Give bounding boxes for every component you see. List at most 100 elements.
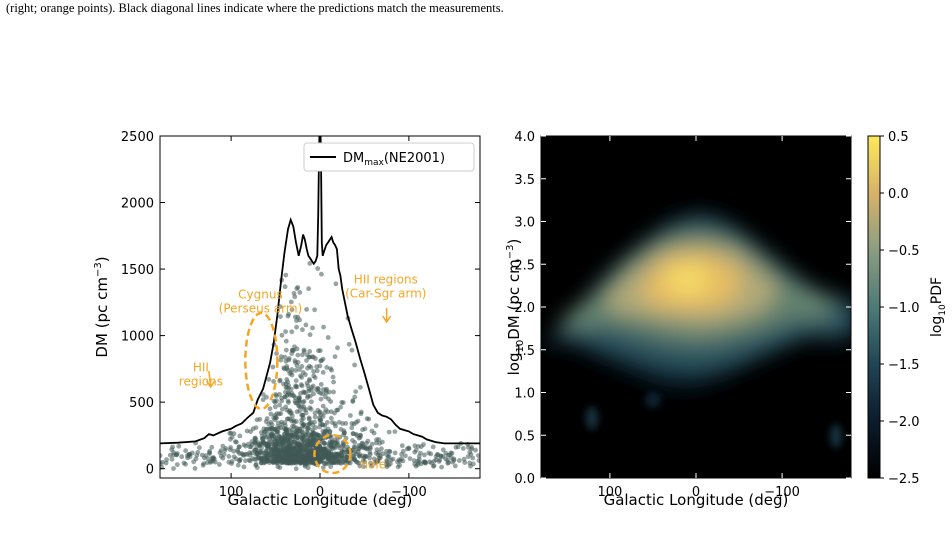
scatter-point — [209, 455, 215, 461]
scatter-point — [273, 392, 278, 397]
right-y-tick-label: 1.0 — [514, 387, 535, 402]
scatter-point — [328, 464, 334, 469]
scatter-point — [374, 437, 379, 443]
scatter-point — [283, 436, 289, 441]
scatter-point — [335, 407, 341, 413]
scatter-point — [287, 416, 293, 422]
scatter-point — [267, 406, 273, 412]
scatter-point — [325, 451, 331, 456]
scatter-point — [400, 448, 406, 454]
scatter-point — [279, 445, 285, 450]
scatter-point — [289, 329, 295, 335]
scatter-point — [473, 447, 478, 453]
scatter-point — [476, 453, 480, 458]
scatter-point — [295, 449, 301, 454]
scatter-point — [301, 399, 307, 404]
scatter-point — [236, 444, 242, 450]
scatter-point — [202, 455, 207, 461]
scatter-point — [329, 367, 334, 373]
scatter-point — [397, 458, 403, 464]
scatter-point — [231, 454, 237, 460]
scatter-point — [272, 451, 278, 457]
scatter-point — [328, 443, 334, 449]
scatter-point — [293, 378, 299, 384]
scatter-point — [286, 357, 292, 363]
scatter-point — [254, 465, 260, 470]
scatter-point — [386, 429, 392, 435]
right-y-tick-label: 3.5 — [514, 173, 535, 188]
scatter-point — [313, 356, 318, 361]
scatter-point — [268, 419, 274, 425]
scatter-point — [341, 430, 347, 436]
scatter-point — [351, 431, 356, 437]
scatter-point — [315, 433, 321, 439]
scatter-point — [328, 415, 334, 421]
scatter-point — [272, 447, 277, 453]
scatter-point — [372, 460, 378, 466]
scatter-point — [293, 400, 299, 406]
region-annotation: hole — [360, 458, 386, 472]
scatter-point — [160, 459, 165, 465]
scatter-point — [386, 453, 392, 459]
scatter-point — [362, 459, 368, 465]
left-y-tick-label: 2500 — [121, 130, 154, 145]
scatter-point — [289, 351, 295, 356]
scatter-point — [426, 450, 432, 456]
right-x-axis-label: Galactic Longitude (deg) — [604, 491, 789, 509]
scatter-point — [380, 451, 386, 457]
scatter-point — [275, 424, 281, 430]
scatter-point — [330, 374, 336, 380]
scatter-point — [263, 459, 269, 465]
scatter-point — [320, 465, 326, 470]
scatter-point — [275, 464, 281, 469]
scatter-point — [460, 446, 466, 451]
scatter-point — [282, 394, 288, 400]
legend: DMmax(NE2001) — [303, 142, 475, 172]
scatter-point — [226, 459, 232, 465]
scatter-point — [452, 463, 458, 469]
scatter-point — [254, 417, 260, 423]
scatter-point — [243, 458, 248, 464]
region-annotation: HII regions — [179, 361, 223, 389]
scatter-point — [348, 413, 353, 418]
scatter-point — [303, 390, 308, 396]
scatter-point — [330, 460, 336, 465]
scatter-point — [179, 454, 185, 460]
scatter-point — [350, 399, 356, 404]
scatter-point — [310, 325, 315, 331]
scatter-point — [306, 425, 311, 431]
scatter-point — [171, 466, 176, 471]
scatter-point — [315, 266, 321, 271]
scatter-point — [221, 452, 227, 457]
scatter-point — [415, 458, 421, 464]
scatter-point — [244, 428, 250, 434]
scatter-point — [289, 307, 295, 313]
scatter-point — [169, 447, 175, 452]
scatter-point — [300, 370, 306, 375]
scatter-point — [276, 457, 281, 463]
scatter-point — [262, 429, 268, 435]
colorbar-label-pre: log — [929, 316, 945, 337]
scatter-point — [476, 458, 480, 463]
scatter-point — [290, 445, 296, 451]
scatter-point — [278, 357, 284, 363]
scatter-point — [283, 347, 289, 353]
hole-ellipse — [313, 433, 352, 475]
scatter-point — [272, 438, 278, 444]
region-annotation: HII regions (Car-Sgr arm) — [345, 273, 426, 301]
scatter-point — [299, 364, 305, 369]
scatter-point — [270, 364, 276, 370]
scatter-point — [439, 464, 444, 470]
scatter-point — [324, 365, 330, 370]
scatter-point — [273, 404, 278, 410]
scatter-point — [288, 299, 294, 305]
right-x-tick-label: 0 — [692, 485, 700, 500]
scatter-point — [260, 392, 266, 397]
scatter-point — [185, 455, 191, 461]
scatter-point — [292, 294, 298, 300]
scatter-point — [286, 383, 291, 388]
scatter-point — [289, 427, 295, 433]
right-y-label-end: ) — [505, 239, 523, 245]
